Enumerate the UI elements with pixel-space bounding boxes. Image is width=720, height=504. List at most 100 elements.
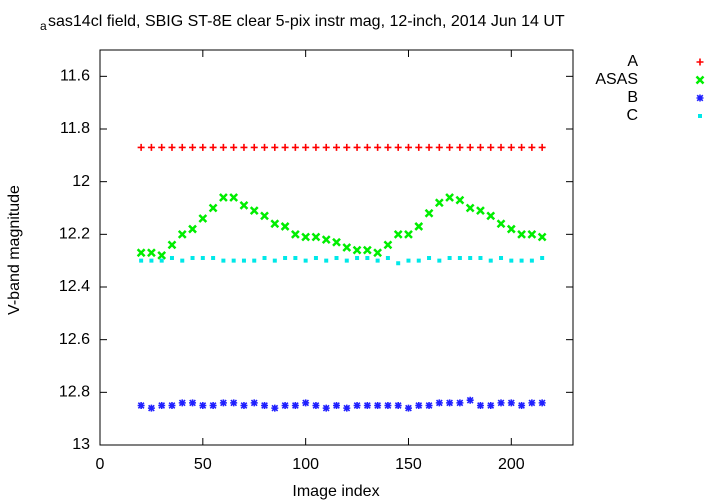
x-tick-label: 50 xyxy=(194,456,212,473)
data-point xyxy=(230,399,238,407)
data-point xyxy=(414,222,424,231)
data-point xyxy=(136,248,146,258)
data-point xyxy=(385,256,390,261)
data-point xyxy=(260,211,269,221)
data-point xyxy=(147,248,156,258)
data-point xyxy=(158,402,166,409)
data-point xyxy=(415,402,423,409)
data-point xyxy=(333,143,340,151)
data-point xyxy=(290,229,300,239)
data-point xyxy=(404,143,412,151)
data-point xyxy=(281,402,289,409)
x-axis-label: Image index xyxy=(292,483,379,500)
data-point xyxy=(262,256,267,261)
data-point xyxy=(137,402,145,409)
data-point xyxy=(303,258,308,263)
data-point xyxy=(425,143,433,151)
data-point xyxy=(230,143,238,151)
data-point xyxy=(416,258,421,263)
data-point xyxy=(465,203,475,213)
data-point xyxy=(241,258,246,263)
data-point xyxy=(365,256,370,261)
y-tick-label: 12.6 xyxy=(59,331,90,348)
data-point xyxy=(250,143,258,151)
data-point xyxy=(343,404,351,412)
data-point xyxy=(455,195,465,205)
data-point xyxy=(342,243,352,252)
data-point xyxy=(446,143,454,151)
data-point xyxy=(157,251,167,260)
legend-label: ASAS xyxy=(595,71,638,88)
x-tick-label: 200 xyxy=(498,456,525,473)
data-point xyxy=(313,256,318,261)
data-point xyxy=(240,143,248,151)
data-point xyxy=(499,256,504,261)
data-point xyxy=(415,143,423,151)
data-point xyxy=(476,402,484,409)
y-tick-label: 12.4 xyxy=(59,278,90,295)
data-point xyxy=(219,143,227,151)
data-point xyxy=(424,208,434,218)
data-point xyxy=(280,222,290,231)
data-point xyxy=(466,143,474,151)
y-tick-label: 12.2 xyxy=(59,226,90,243)
data-point xyxy=(333,402,340,409)
data-point xyxy=(199,143,207,151)
data-point xyxy=(383,240,393,250)
data-point xyxy=(497,399,505,407)
y-tick-label: 11.6 xyxy=(60,68,90,85)
data-point xyxy=(189,143,197,151)
data-point xyxy=(281,143,289,151)
data-point xyxy=(362,245,372,255)
legend-label: B xyxy=(627,89,638,106)
data-point xyxy=(208,203,218,213)
data-point xyxy=(332,237,341,247)
data-point xyxy=(435,399,443,407)
data-point xyxy=(393,229,403,239)
data-point xyxy=(507,143,515,151)
data-point xyxy=(538,399,546,407)
data-point xyxy=(457,256,462,261)
data-point xyxy=(437,258,442,263)
data-point xyxy=(446,399,454,407)
data-point xyxy=(404,229,413,239)
legend-marker xyxy=(696,94,704,102)
data-point xyxy=(302,143,310,151)
data-point xyxy=(445,193,454,202)
data-point xyxy=(506,224,516,234)
data-point xyxy=(271,404,279,412)
data-point xyxy=(321,235,331,244)
data-point xyxy=(211,256,216,261)
data-point xyxy=(363,402,371,409)
data-point xyxy=(538,143,546,151)
data-point xyxy=(373,248,383,258)
data-point xyxy=(404,404,412,412)
data-point xyxy=(272,258,277,263)
data-point xyxy=(529,258,534,263)
data-point xyxy=(189,399,197,407)
data-point xyxy=(425,402,433,409)
data-point xyxy=(199,402,207,409)
y-tick-label: 12.8 xyxy=(59,384,90,401)
x-tick-label: 100 xyxy=(292,456,319,473)
data-point xyxy=(435,143,443,151)
data-point xyxy=(209,143,217,151)
data-point xyxy=(363,143,371,151)
legend-marker xyxy=(695,75,705,85)
legend-label: A xyxy=(627,53,638,70)
data-point xyxy=(168,143,176,151)
data-point xyxy=(434,198,444,208)
legend-label: C xyxy=(626,107,638,124)
data-point xyxy=(231,258,236,263)
data-point xyxy=(322,404,330,412)
data-point xyxy=(486,211,496,221)
data-point xyxy=(427,256,432,261)
data-point xyxy=(147,404,155,412)
chart-title: sas14cl field, SBIG ST-8E clear 5-pix in… xyxy=(48,13,565,30)
data-point xyxy=(352,245,362,255)
data-point xyxy=(168,402,176,409)
data-point xyxy=(221,258,226,263)
data-point xyxy=(261,143,269,151)
data-point xyxy=(497,143,505,151)
y-axis-label: V-band magnitude xyxy=(6,185,23,315)
